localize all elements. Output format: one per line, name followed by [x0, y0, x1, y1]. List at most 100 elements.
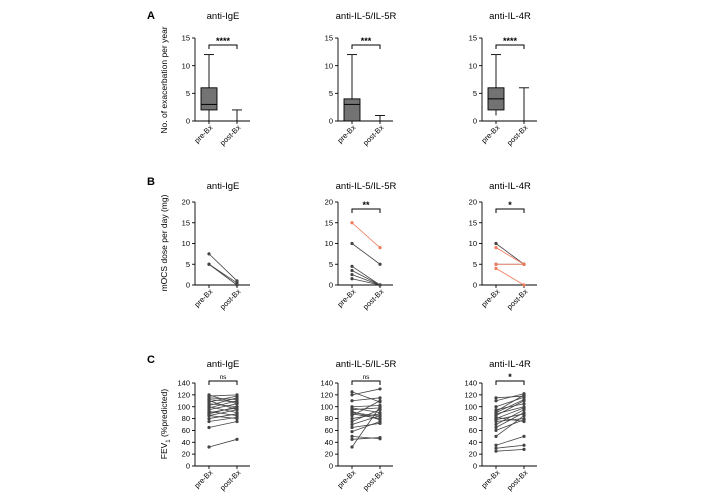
pair-point-pre [494, 428, 498, 433]
pair-point-pre [494, 415, 498, 419]
pair-point-post [378, 403, 382, 408]
pair-point-post [522, 405, 526, 409]
pair-line [495, 268, 525, 286]
pair-line [208, 397, 238, 400]
bracket-line [495, 380, 525, 385]
y-tick-label: 60 [469, 426, 477, 435]
pair-point-pre [350, 393, 354, 397]
pair-line [495, 416, 525, 422]
pair-point-pre [350, 445, 354, 449]
pair-point-post [522, 398, 526, 402]
pair [494, 434, 526, 447]
chart-A-3: anti-IL-4R 0 5 10 15 pre-Bx post-Bx **** [469, 11, 537, 147]
x-tick-label: post-Bx [505, 468, 530, 493]
pair [350, 419, 382, 434]
pair-point-post [522, 394, 526, 398]
chart-title: anti-IL-4R [489, 359, 531, 370]
pair-line [208, 421, 238, 428]
y-axis-label: FEV1 (%predicted) [159, 389, 172, 460]
y-tick-label: 140 [320, 379, 333, 388]
box-iqr [200, 87, 218, 111]
bracket-line [495, 208, 525, 213]
y-tick-label: 0 [473, 281, 477, 290]
pair-point-pre [350, 264, 354, 268]
y-tick-label: 80 [325, 414, 333, 423]
pair [350, 277, 382, 287]
pair-point-pre [207, 252, 211, 256]
pair-line [208, 394, 238, 397]
x-tick-label: post-Bx [505, 287, 530, 312]
pair-line [495, 247, 525, 265]
pair-point-pre [350, 416, 354, 421]
pair-point-pre [494, 408, 498, 412]
pair-point-post [235, 402, 239, 406]
pair-line [495, 395, 525, 399]
pair-point-pre [494, 262, 498, 266]
pair-point-pre [350, 390, 354, 394]
pair-point-pre [350, 399, 354, 403]
y-tick-label: 10 [469, 61, 477, 70]
y-tick-label: 0 [329, 117, 333, 126]
box-iqr [343, 98, 361, 122]
pair-point-post [378, 421, 382, 425]
y-tick-label: 80 [469, 414, 477, 423]
pair-line [495, 449, 525, 452]
box-pre-Bx [200, 54, 218, 121]
pair [207, 437, 239, 449]
pair-point-post [378, 411, 382, 415]
significance-bracket: ** [351, 200, 381, 213]
pair-point-pre [494, 422, 498, 427]
pair [350, 396, 382, 403]
pair-point-post [522, 443, 526, 447]
pair-line [495, 435, 525, 446]
pair-line [208, 399, 238, 403]
x-tick-label: post-Bx [218, 123, 243, 148]
pair-line [495, 243, 525, 265]
y-tick-label: 120 [464, 390, 477, 399]
x-tick-label: pre-Bx [479, 468, 501, 490]
pair [350, 390, 382, 404]
significance-bracket: ns [351, 374, 381, 385]
chart-C-3: anti-IL-4R 0 20 40 60 80 100 120 140 pre-Bx post-B… [464, 359, 537, 492]
pair [207, 393, 239, 398]
chart-title: anti-IL-5/IL-5R [336, 359, 397, 370]
pair-point-post [522, 447, 526, 451]
pair [494, 402, 526, 412]
y-tick-label: 0 [186, 281, 190, 290]
pair-line [208, 415, 238, 419]
pair-point-pre [494, 434, 498, 438]
pair-line [351, 421, 381, 432]
x-tick-label: pre-Bx [192, 123, 214, 145]
pair-point-post [378, 387, 382, 391]
y-tick-label: 15 [182, 34, 190, 43]
significance-bracket: * [495, 200, 525, 213]
chart-C-2: anti-IL-5/IL-5R 0 20 40 60 80 100 120 140 pre-Bx p… [320, 359, 396, 492]
y-axis-label: mOCS dose per day (mg) [159, 194, 169, 291]
pair-line [495, 419, 525, 431]
pair-point-post [522, 419, 526, 424]
x-tick-label: pre-Bx [479, 287, 501, 309]
y-axis-label: No. of exacerbation per year [159, 26, 169, 133]
y-tick-label: 20 [182, 198, 190, 207]
y-tick-label: 5 [186, 260, 190, 269]
y-tick-label: 0 [186, 462, 190, 471]
pair-highlight [494, 262, 526, 266]
y-tick-label: 60 [182, 426, 190, 435]
y-tick-label: 0 [329, 281, 333, 290]
y-tick-label: 40 [182, 438, 190, 447]
chart-title: anti-IgE [207, 11, 240, 22]
pair-point-pre [350, 419, 354, 424]
pair-line [351, 222, 381, 248]
pair-line [495, 406, 525, 415]
pair-line [208, 409, 238, 416]
pair-point-post [378, 400, 382, 404]
y-tick-label: 20 [325, 450, 333, 459]
panel-letter: C [147, 354, 155, 366]
x-tick-label: pre-Bx [192, 287, 214, 309]
pair-point-post [235, 437, 239, 441]
pair-highlight [494, 266, 526, 287]
pair-line [351, 391, 381, 403]
y-axis-label-main: FEV [159, 442, 169, 459]
pair-line [351, 407, 381, 411]
